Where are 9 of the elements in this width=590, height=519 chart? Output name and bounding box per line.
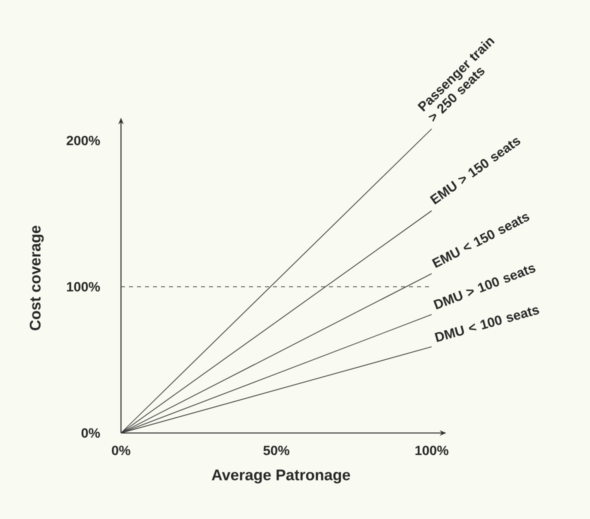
x-tick-label: 100% xyxy=(415,446,448,456)
y-tick-label: 100% xyxy=(67,282,100,292)
y-tick-label: 0% xyxy=(82,428,100,438)
x-axis-title: Average Patronage xyxy=(212,470,350,484)
y-axis-title: Cost coverage xyxy=(30,226,44,330)
y-tick-label: 200% xyxy=(66,136,100,146)
text: EMU < 150 seats xyxy=(432,214,530,268)
x-tick-label: 0% xyxy=(112,446,130,456)
x-tick-label: 50% xyxy=(263,446,290,456)
